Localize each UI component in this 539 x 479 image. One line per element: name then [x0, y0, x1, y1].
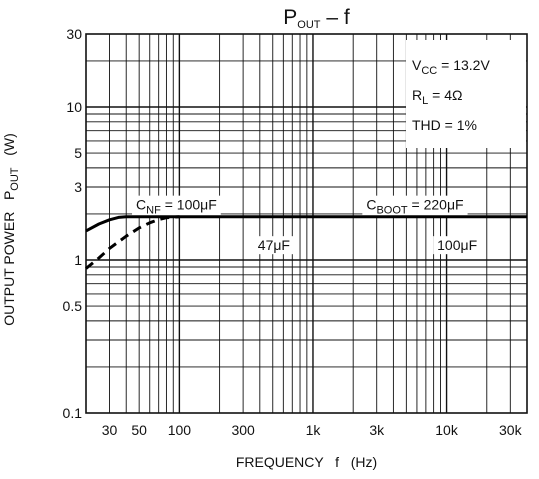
x-tick-label: 1k	[306, 422, 322, 438]
conditions-box	[406, 40, 526, 148]
annotation: CNF = 100μF	[132, 195, 221, 218]
y-tick-label: 0.5	[63, 298, 83, 314]
x-tick-labels: 30 50 100 300 1k 3k 10k 30k	[102, 422, 523, 438]
x-tick-label: 300	[231, 422, 255, 438]
y-tick-label: 5	[74, 145, 82, 161]
x-tick-label: 30	[102, 422, 118, 438]
x-tick-label: 10k	[435, 422, 459, 438]
chart-title: POUT – f	[283, 6, 350, 31]
series-line-solid	[85, 215, 527, 233]
annotation-text: 47μF	[258, 237, 290, 253]
x-tick-label: 30k	[499, 422, 523, 438]
y-tick-label: 30	[66, 26, 82, 42]
plot-frame	[85, 33, 528, 414]
y-tick-label: 3	[74, 179, 82, 195]
y-tick-label: 10	[66, 99, 82, 115]
annotation-bg	[362, 195, 468, 218]
y-tick-labels: 0.1 0.5 1 3 5 10 30	[63, 26, 83, 421]
condition-text: VCC = 13.2V	[412, 57, 490, 77]
x-tick-label: 100	[168, 422, 192, 438]
condition-text: THD = 1%	[412, 117, 477, 133]
curve-annotations: CNF = 100μF CBOOT = 220μF 47μF 100μF	[132, 195, 482, 255]
annotation-bg	[433, 236, 482, 255]
annotation-text: CNF = 100μF	[136, 197, 217, 217]
annotation-text: 100μF	[437, 237, 477, 253]
condition-text: RL = 4Ω	[412, 87, 462, 107]
x-tick-label: 50	[131, 422, 147, 438]
annotation-text: CBOOT = 220μF	[366, 197, 463, 217]
y-axis-label: OUTPUT POWER POUT (W)	[1, 133, 21, 326]
annotation: 47μF	[253, 236, 295, 255]
x-tick-label: 3k	[369, 422, 385, 438]
x-axis-label: FREQUENCY f (Hz)	[236, 454, 377, 470]
series-line-dashed	[85, 215, 180, 270]
annotation-bg	[253, 236, 295, 255]
y-tick-label: 0.1	[63, 405, 83, 421]
annotation: CBOOT = 220μF	[362, 195, 468, 218]
annotation: 100μF	[433, 236, 482, 255]
y-tick-label: 1	[74, 252, 82, 268]
data-series	[85, 215, 527, 270]
test-conditions: VCC = 13.2V RL = 4Ω THD = 1%	[412, 57, 490, 133]
annotation-bg	[132, 195, 221, 218]
